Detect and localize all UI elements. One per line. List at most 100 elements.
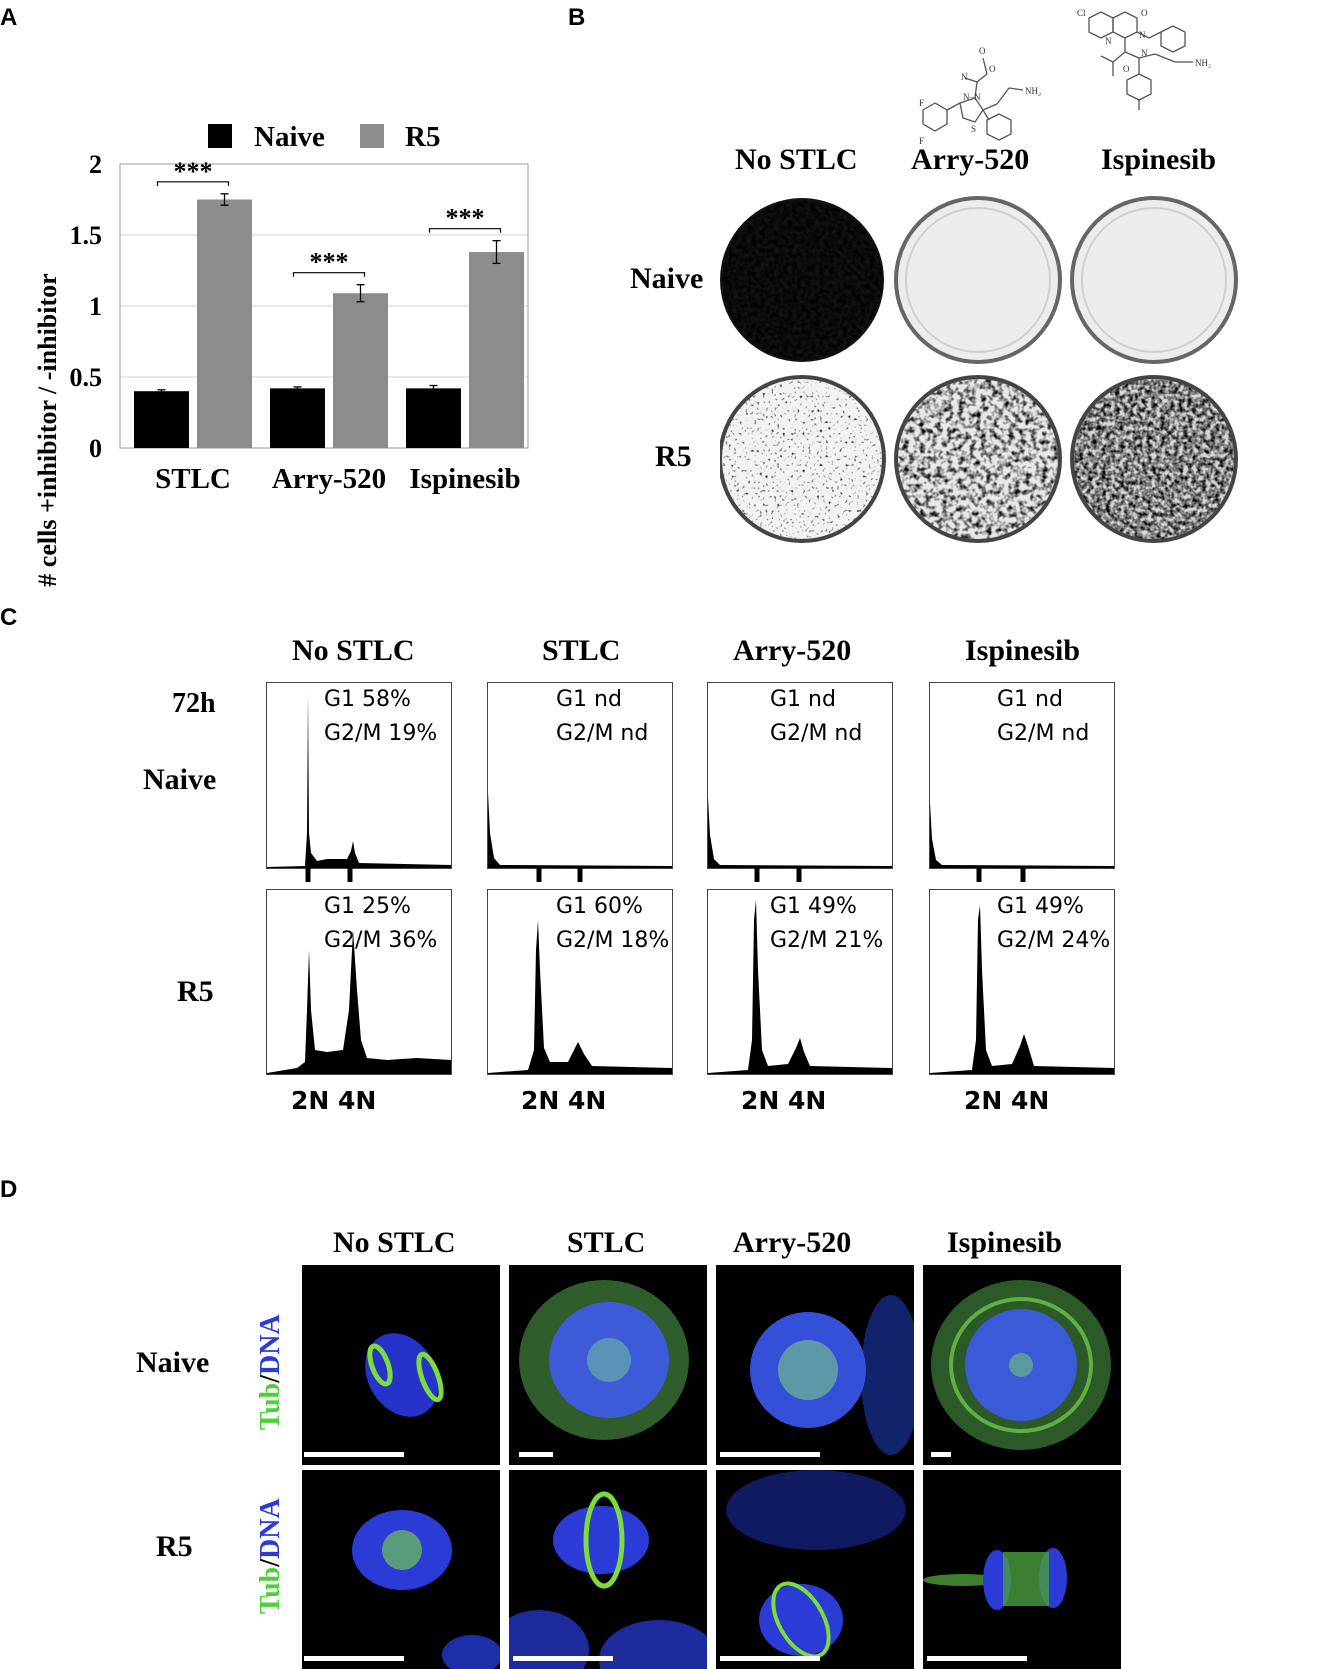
scale-bar: [927, 1656, 1027, 1661]
atom-label: O: [989, 64, 996, 74]
stain-dna: DNA: [255, 1314, 286, 1375]
plate-naive-ispinesib: [1070, 196, 1238, 364]
histogram-r5-ispinesib: G1 49% G2/M 24%: [929, 889, 1115, 1075]
significance-bracket: [156, 181, 230, 186]
micrograph-row-naive: Naive: [136, 1346, 210, 1379]
atom-label: N: [961, 72, 968, 82]
stain-tub: Tub: [255, 1566, 286, 1614]
histogram-naive-arry520: G1 nd G2/M nd: [707, 682, 893, 869]
hist-column-arry520: Arry-520: [733, 634, 852, 667]
g2m-stat: G2/M 19%: [324, 721, 438, 746]
significance-bracket: [292, 272, 366, 277]
dna-content-ticks: [305, 866, 1026, 882]
atom-label: NH₂: [1195, 58, 1211, 68]
stain-sep: /: [255, 1558, 286, 1567]
colony-plates: [720, 196, 1238, 543]
histogram-r5-stlc: G1 60% G2/M 18%: [487, 889, 673, 1075]
significance-label: ***: [310, 248, 349, 277]
histogram-r5-arry520: G1 49% G2/M 21%: [707, 889, 893, 1075]
atom-label: Cl: [1077, 8, 1086, 18]
g1-stat: G1 58%: [324, 687, 411, 712]
atom-label: O: [979, 46, 986, 56]
panel-label-c: C: [0, 604, 18, 631]
atom-label: NH₂: [1025, 86, 1041, 96]
dna-axis-label: 2N 4N: [964, 1086, 1050, 1115]
plate-column-ispinesib: Ispinesib: [1101, 143, 1217, 176]
histogram-r5-no-stlc: G1 25% G2/M 36%: [266, 889, 452, 1075]
bar-naive: [270, 388, 325, 448]
atom-label: N: [1139, 30, 1146, 40]
g2m-stat: G2/M 24%: [997, 928, 1111, 953]
micrograph-column-stlc: STLC: [567, 1226, 646, 1259]
plate-r5-arry520: [894, 375, 1062, 543]
dna-axis-label: 2N 4N: [291, 1086, 377, 1115]
atom-label: O: [1123, 64, 1130, 74]
plate-naive-no-stlc: [720, 198, 884, 362]
stain-legend-r5: Tub/DNA: [255, 1498, 287, 1614]
bar-naive: [134, 391, 189, 448]
atom-label: S: [971, 124, 976, 134]
bar-r5: [469, 252, 524, 448]
bar-naive: [406, 388, 461, 448]
hist-row-naive: Naive: [143, 763, 217, 796]
y-axis-label: # cells +inhibitor / -inhibitor: [33, 273, 62, 586]
y-tick-label: 1.5: [70, 221, 103, 250]
bar-r5: [197, 199, 252, 448]
y-tick-label: 0: [89, 434, 102, 463]
ispinesib-structure-icon: Cl O N N N O NH₂: [1077, 8, 1211, 110]
g2m-stat: G2/M 36%: [324, 928, 438, 953]
stain-legend-naive: Tub/DNA: [255, 1314, 287, 1430]
legend-swatch-r5: [360, 124, 384, 148]
dna-axis-label: 2N 4N: [521, 1086, 607, 1115]
hist-column-no-stlc: No STLC: [292, 634, 415, 667]
legend-label-r5: R5: [405, 121, 440, 153]
micrograph-r5-no-stlc: [302, 1470, 500, 1669]
g1-stat: G1 nd: [997, 687, 1063, 712]
atom-label: F: [919, 98, 924, 108]
x-tick-label: Arry-520: [272, 463, 386, 495]
g2m-stat: G2/M nd: [997, 721, 1090, 746]
stain-dna: DNA: [255, 1498, 286, 1559]
micrograph-naive-arry520: [716, 1265, 914, 1465]
y-tick-label: 0.5: [70, 363, 103, 392]
hist-row-r5: R5: [177, 975, 214, 1008]
bar-r5: [333, 293, 388, 448]
micrograph-r5-ispinesib: [923, 1470, 1121, 1669]
stain-sep: /: [255, 1374, 286, 1383]
g2m-stat: G2/M nd: [556, 721, 649, 746]
plate-r5-no-stlc: [720, 375, 886, 543]
arry520-structure-icon: O N N–N O NH₂ F S F: [919, 46, 1041, 146]
legend-swatch-naive: [208, 124, 232, 148]
scale-bar: [720, 1452, 820, 1457]
y-tick-label: 1: [89, 292, 102, 321]
panel-label-b: B: [568, 4, 586, 31]
g1-stat: G1 49%: [770, 894, 857, 919]
atom-label: N: [1141, 48, 1148, 58]
time-label: 72h: [172, 688, 216, 719]
histogram-naive-ispinesib: G1 nd G2/M nd: [929, 682, 1115, 869]
g2m-stat: G2/M 21%: [770, 928, 884, 953]
g1-stat: G1 nd: [770, 687, 836, 712]
g1-stat: G1 nd: [556, 687, 622, 712]
scale-bar: [519, 1452, 553, 1457]
stain-tub: Tub: [255, 1382, 286, 1430]
significance-label: ***: [174, 157, 213, 186]
micrograph-naive-no-stlc: [302, 1265, 500, 1465]
micrograph-column-arry520: Arry-520: [733, 1226, 852, 1259]
hist-column-ispinesib: Ispinesib: [965, 634, 1081, 667]
legend-label-naive: Naive: [254, 121, 325, 153]
g2m-stat: G2/M nd: [770, 721, 863, 746]
scale-bar: [304, 1452, 404, 1457]
significance-label: ***: [446, 204, 485, 233]
atom-label: N–N: [963, 92, 981, 102]
g2m-stat: G2/M 18%: [556, 928, 670, 953]
micrograph-row-r5: R5: [156, 1530, 193, 1563]
scale-bar: [931, 1452, 951, 1457]
plate-row-naive: Naive: [630, 262, 704, 295]
panel-label-d: D: [0, 1176, 18, 1203]
panel-label-a: A: [0, 4, 18, 31]
plate-r5-ispinesib: [1070, 375, 1238, 543]
atom-label: N: [1105, 36, 1112, 46]
micrograph-column-no-stlc: No STLC: [333, 1226, 456, 1259]
plate-column-no-stlc: No STLC: [735, 143, 858, 176]
